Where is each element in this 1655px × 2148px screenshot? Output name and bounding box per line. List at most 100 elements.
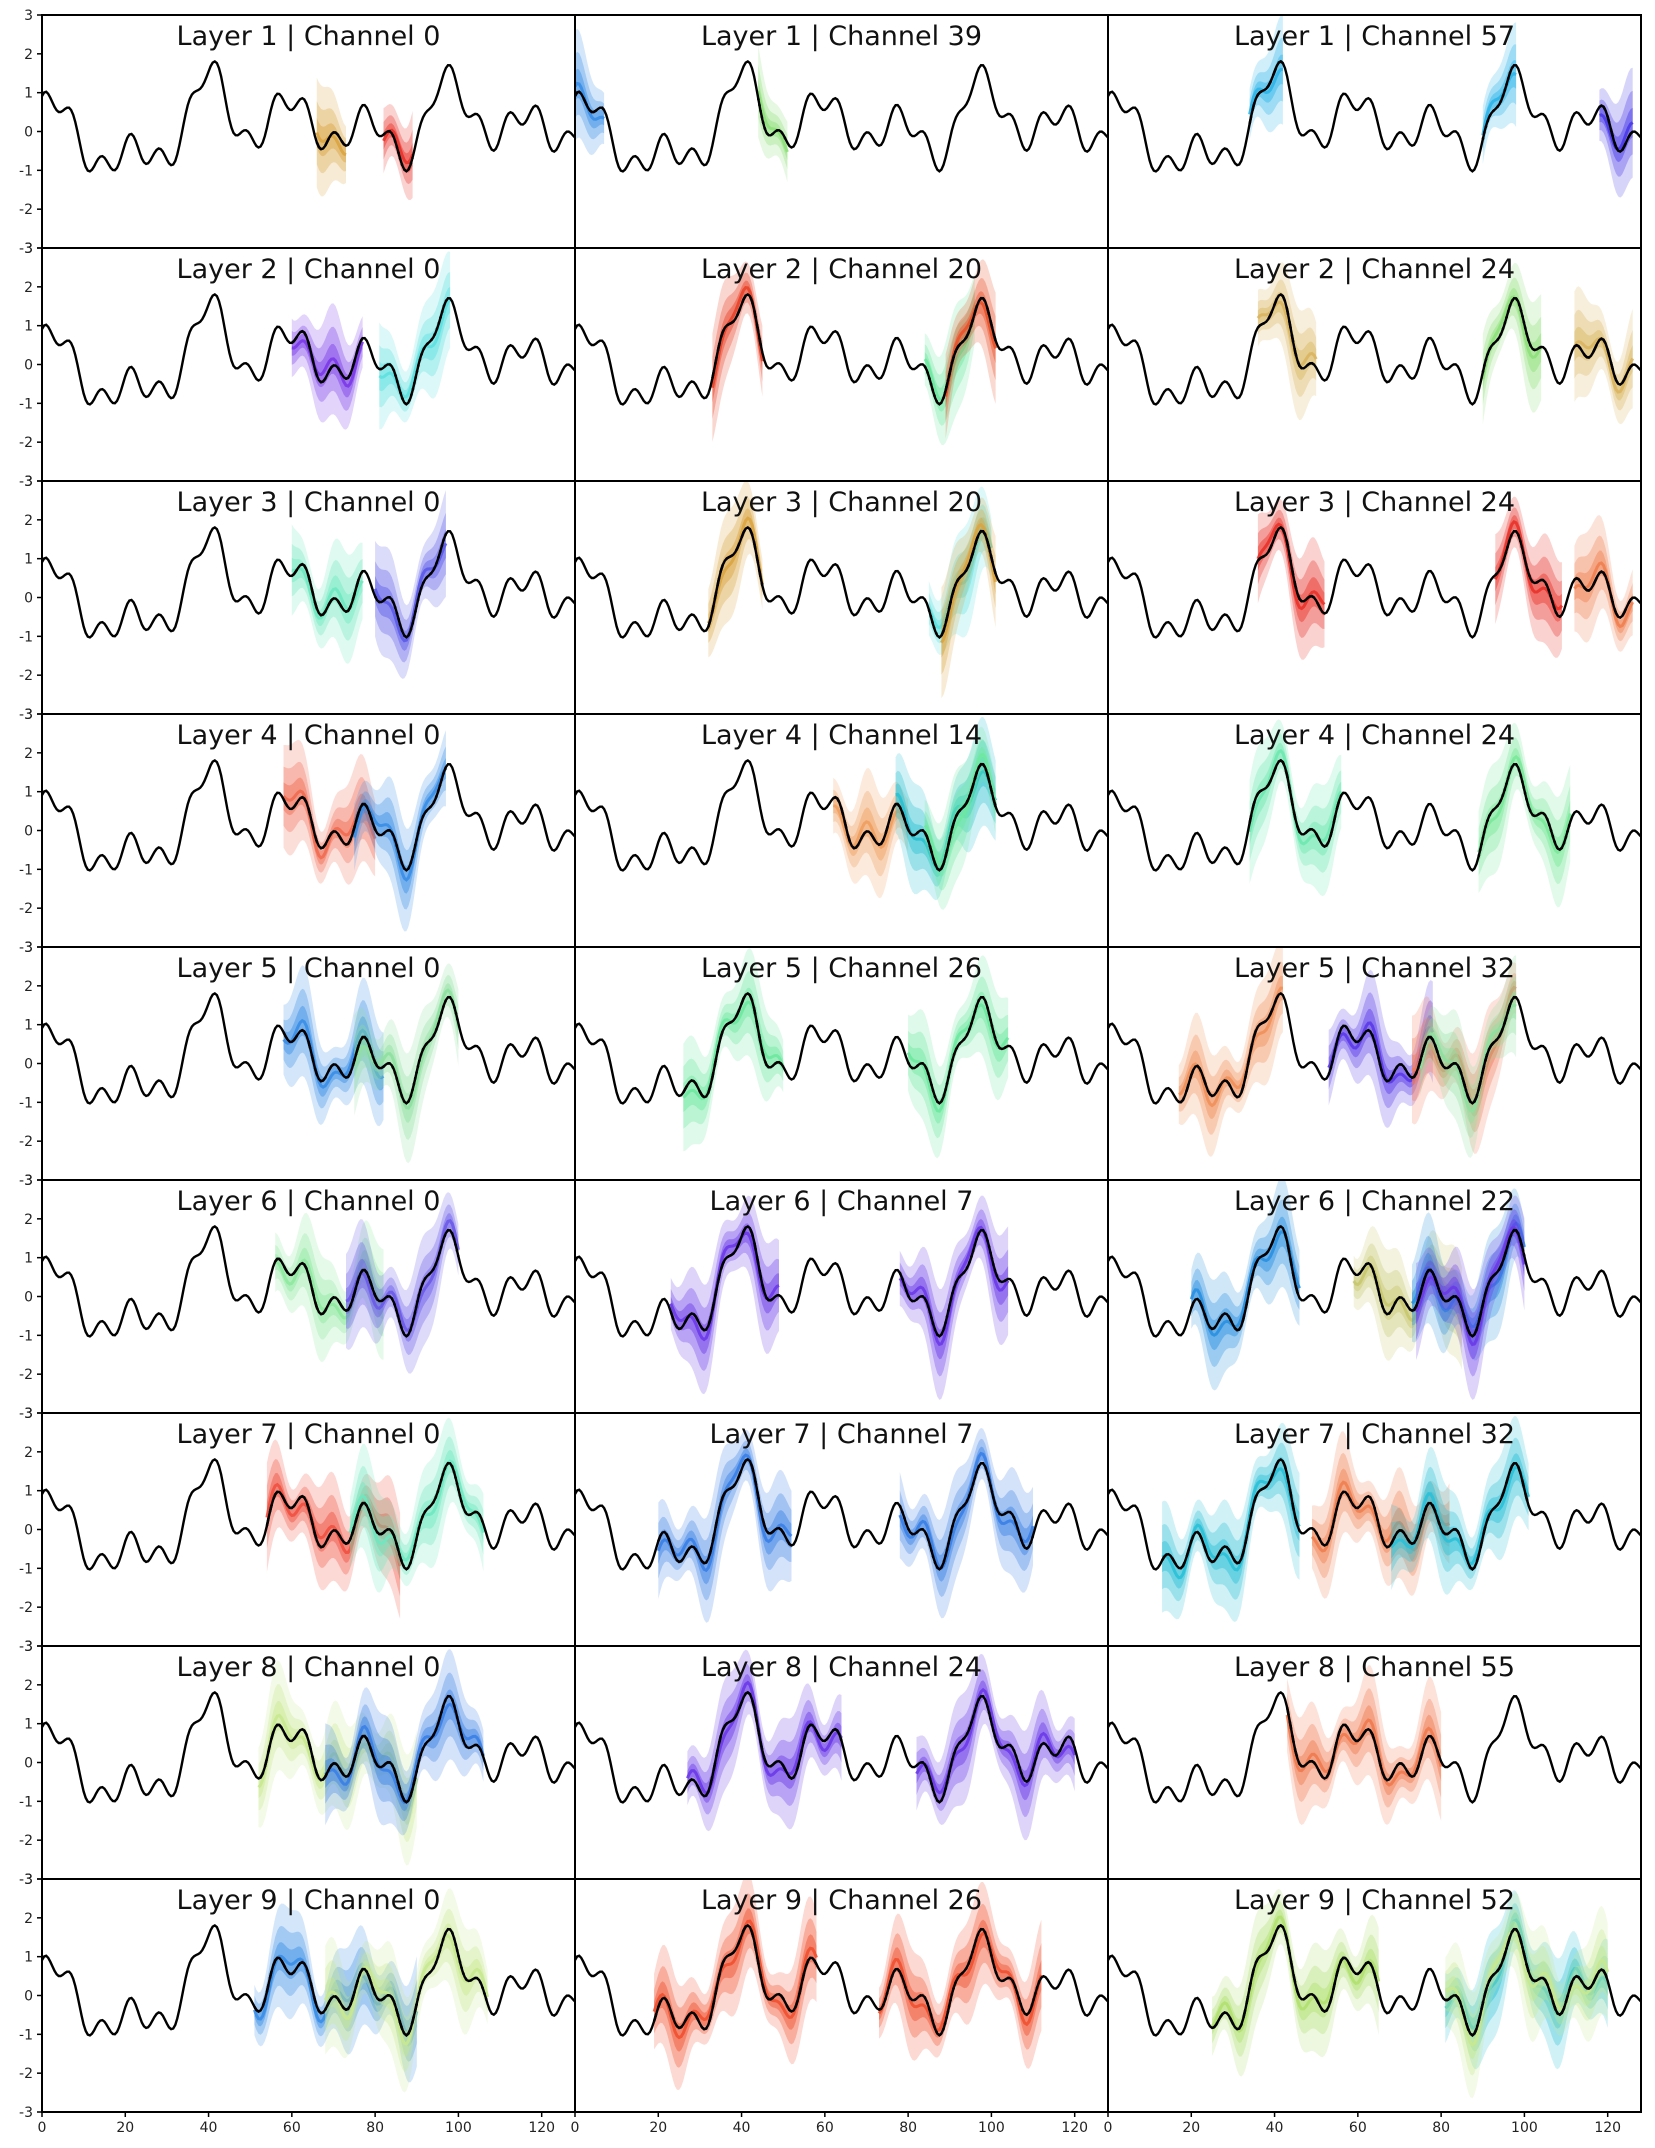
panel-plot-area (575, 1427, 1108, 1623)
panel: Layer 6 | Channel 0 (41, 1179, 576, 1414)
y-tick-label: 0 (24, 824, 33, 840)
y-tick-label: 0 (24, 358, 33, 374)
target-segment-line (290, 562, 364, 617)
y-tick-label: -3 (19, 474, 33, 490)
reconstruction-line (1481, 295, 1543, 380)
y-tick-label: -1 (19, 1561, 33, 1577)
x-tick-label: 40 (733, 2120, 751, 2136)
uncertainty-band (1191, 1180, 1300, 1391)
y-tick-label: 3 (24, 1173, 33, 1189)
uncertainty-band (1249, 37, 1283, 130)
x-tick-label: 80 (899, 2120, 917, 2136)
uncertainty-band (316, 117, 346, 163)
reconstruction-line (906, 1003, 1010, 1113)
target-segment-line (682, 991, 785, 1099)
target-segment-line (324, 1694, 485, 1804)
panel-title: Layer 7 | Channel 0 (177, 1419, 441, 1450)
uncertainty-band (258, 1660, 417, 1866)
y-tick-label: -3 (19, 707, 33, 723)
y-tick-label: -3 (19, 1872, 33, 1888)
panel: Layer 6 | Channel 7 (574, 1179, 1109, 1414)
target-segment-line (348, 1461, 485, 1571)
panel-title: Layer 5 | Channel 26 (701, 953, 982, 984)
target-segment-line (1211, 1923, 1380, 2031)
panel: Layer 9 | Channel 0 (41, 1878, 576, 2113)
uncertainty-band (291, 524, 363, 664)
y-tick-label: 3 (24, 241, 33, 257)
panel-plot-area (1108, 1665, 1641, 1825)
target-segment-line (1327, 1024, 1434, 1083)
uncertainty-band (1162, 1422, 1300, 1622)
signal-line (42, 59, 575, 173)
uncertainty-band (712, 261, 763, 442)
y-tick-label: -3 (19, 940, 33, 956)
uncertainty-band (1249, 15, 1283, 141)
reconstruction-line (282, 1018, 385, 1089)
signal-line (42, 1224, 575, 1338)
y-tick-label: 2 (24, 979, 33, 995)
y-tick-label: -1 (19, 2027, 33, 2043)
x-tick-label: 20 (1182, 2120, 1200, 2136)
panels-layer: Layer 1 | Channel 0 Layer 1 | Channel 39 L… (41, 14, 1642, 2113)
uncertainty-band (1482, 22, 1517, 165)
uncertainty-band (1574, 550, 1633, 634)
panel: Layer 2 | Channel 20 (574, 247, 1109, 482)
panel-title: Layer 8 | Channel 0 (177, 1652, 441, 1683)
panel-title: Layer 9 | Channel 0 (177, 1885, 441, 1916)
x-tick-label: 20 (116, 2120, 134, 2136)
y-tick-label: 1 (24, 1251, 33, 1267)
panel: Layer 3 | Channel 20 (574, 480, 1109, 715)
x-tick-label: 40 (200, 2120, 218, 2136)
uncertainty-band (1312, 1431, 1450, 1599)
panel-plot-area (575, 1195, 1108, 1400)
signal-line (1108, 59, 1641, 173)
y-tick-label: -1 (19, 1794, 33, 1810)
panel-plot-area (42, 730, 575, 932)
reconstruction-line (291, 339, 365, 388)
uncertainty-band (325, 1888, 488, 2093)
uncertainty-band (945, 278, 996, 421)
uncertainty-band (1482, 262, 1542, 425)
uncertainty-band (658, 1440, 792, 1601)
reconstruction-line (1414, 1225, 1526, 1347)
uncertainty-band (346, 1204, 459, 1356)
reconstruction-line (1444, 1918, 1610, 2030)
uncertainty-band (1478, 722, 1571, 908)
uncertainty-band (683, 987, 784, 1112)
panel-plot-area (575, 1879, 1108, 2090)
uncertainty-band (354, 746, 446, 910)
panel-title: Layer 1 | Channel 39 (701, 21, 982, 52)
panel-plot-area (42, 1888, 575, 2093)
uncertainty-band (325, 1908, 488, 2072)
uncertainty-band (1478, 747, 1571, 868)
uncertainty-band (895, 716, 996, 901)
panel-title: Layer 4 | Channel 14 (701, 720, 982, 751)
panel-title: Layer 6 | Channel 7 (710, 1186, 974, 1217)
uncertainty-band (291, 543, 363, 641)
uncertainty-band (899, 1427, 1033, 1619)
uncertainty-band (375, 490, 446, 679)
x-tick-label: 60 (1349, 2120, 1367, 2136)
reconstruction-line (1573, 336, 1635, 394)
x-tick-label: 80 (1432, 2120, 1450, 2136)
panel: Layer 5 | Channel 0 (41, 946, 576, 1181)
panel-title: Layer 8 | Channel 24 (701, 1652, 982, 1683)
reconstruction-line (1481, 71, 1517, 136)
reconstruction-line (1256, 522, 1326, 611)
uncertainty-band (1445, 1912, 1608, 2040)
y-tick-label: 2 (24, 280, 33, 296)
panel-title: Layer 5 | Channel 32 (1234, 953, 1515, 984)
panel-plot-area (1108, 15, 1641, 198)
target-segment-line (290, 329, 364, 384)
uncertainty-band (916, 1680, 1075, 1801)
panel-plot-area (1108, 1888, 1641, 2099)
panel-plot-area (575, 28, 1108, 183)
target-segment-line (1477, 762, 1572, 857)
y-tick-label: -2 (19, 1367, 33, 1383)
y-tick-label: 3 (24, 1406, 33, 1422)
panel-plot-area (575, 481, 1108, 699)
y-tick-label: 0 (24, 591, 33, 607)
uncertainty-band (1445, 1903, 1608, 2052)
target-segment-line (1256, 525, 1326, 615)
uncertainty-band (1412, 1188, 1525, 1361)
